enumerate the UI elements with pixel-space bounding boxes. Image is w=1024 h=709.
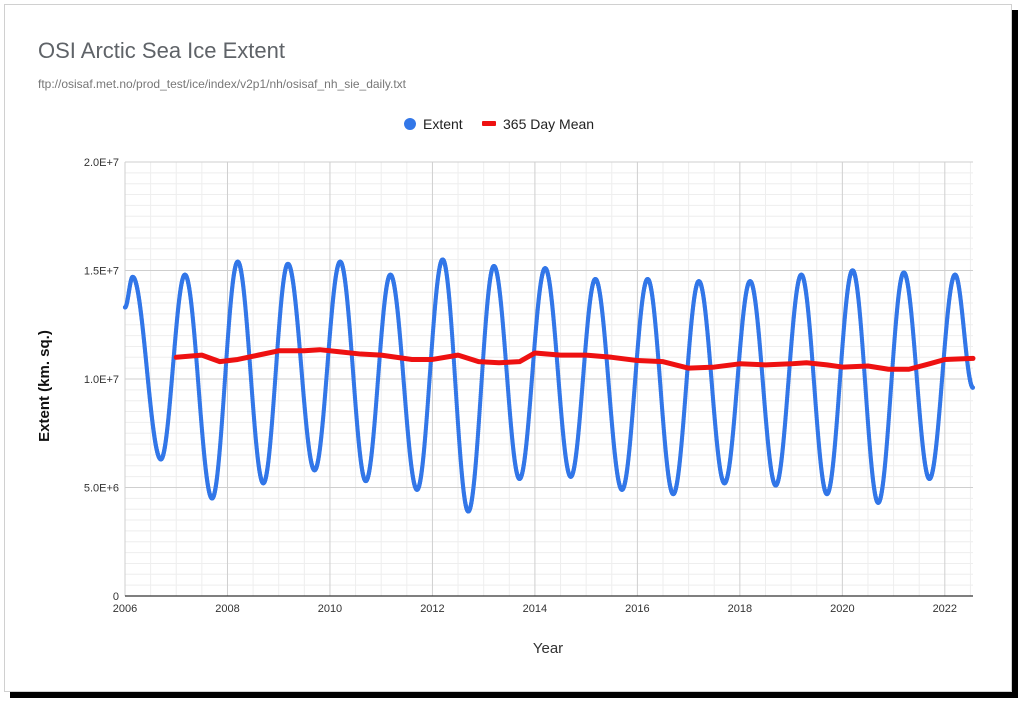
x-tick-label: 2016 [625,603,649,615]
x-tick-label: 2008 [215,603,239,615]
axes: 0 5.0E+6 1.0E+7 1.5E+7 2.0E+7 2006 2008 2010 201… [84,157,973,615]
x-tick-label: 2022 [933,603,957,615]
chart-subtitle: ftp://osisaf.met.no/prod_test/ice/index/… [38,77,406,91]
legend: Extent 365 Day Mean [404,116,594,132]
legend-mean-marker [482,121,496,126]
x-tick-label: 2014 [523,603,547,615]
x-tick-label: 2012 [420,603,444,615]
y-tick-label: 1.5E+7 [84,266,119,278]
y-tick-label: 1.0E+7 [84,374,119,386]
legend-extent-marker [404,118,416,130]
legend-extent-label: Extent [423,116,463,132]
legend-mean-label: 365 Day Mean [503,116,594,132]
grid [124,161,973,597]
x-tick-label: 2010 [318,603,342,615]
x-tick-label: 2020 [830,603,854,615]
extent-series [122,257,975,514]
x-tick-label: 2006 [113,603,137,615]
y-tick-label: 0 [113,591,119,603]
y-tick-label: 2.0E+7 [84,157,119,169]
x-tick-label: 2018 [728,603,752,615]
y-tick-label: 5.0E+6 [84,483,119,495]
chart-title: OSI Arctic Sea Ice Extent [38,38,285,63]
